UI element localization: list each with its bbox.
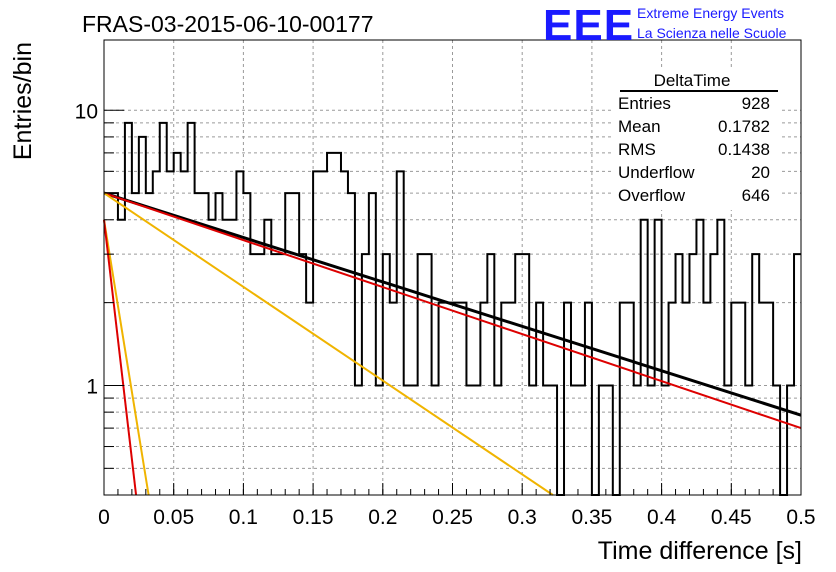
stat-entries-value: 928 bbox=[742, 94, 770, 113]
x-axis-label: Time difference [s] bbox=[598, 537, 802, 565]
fit-curve-4 bbox=[103, 219, 138, 496]
stat-overflow-label: Overflow bbox=[618, 186, 686, 205]
logo-line2: La Scienza nelle Scuole bbox=[637, 25, 787, 41]
logo-letters: EEE bbox=[543, 1, 634, 50]
x-tick-label: 0.05 bbox=[153, 506, 194, 529]
stats-box-title: DeltaTime bbox=[654, 71, 731, 90]
stat-rms-label: RMS bbox=[618, 140, 656, 159]
stat-underflow-value: 20 bbox=[751, 163, 770, 182]
x-tick-label: 0.45 bbox=[711, 506, 752, 529]
logo-line1: Extreme Energy Events bbox=[637, 5, 784, 21]
chart-title: FRAS-03-2015-06-10-00177 bbox=[82, 11, 374, 37]
stat-underflow-label: Underflow bbox=[618, 163, 695, 182]
x-tick-label: 0.4 bbox=[647, 506, 677, 529]
stat-overflow-value: 646 bbox=[742, 186, 770, 205]
histogram bbox=[104, 121, 801, 496]
x-axis-ticks: 0 0.05 0.1 0.15 0.2 0.25 0.3 0.35 0.4 0.45 0.5 bbox=[98, 483, 816, 529]
x-tick-label: 0 bbox=[98, 506, 110, 529]
logo: EEE Extreme Energy Events La Scienza nel… bbox=[543, 1, 787, 50]
stats-box: DeltaTime Entries 928 Mean 0.1782 RMS 0.… bbox=[612, 70, 782, 210]
fit-curve-0 bbox=[103, 191, 802, 417]
y-tick-label: 10 bbox=[75, 100, 98, 123]
y-axis-label: Entries/bin bbox=[9, 42, 37, 160]
fit-curve-2 bbox=[103, 192, 554, 496]
fit-curves bbox=[103, 191, 802, 496]
stat-mean-label: Mean bbox=[618, 117, 661, 136]
x-tick-label: 0.35 bbox=[571, 506, 612, 529]
stat-mean-value: 0.1782 bbox=[718, 117, 770, 136]
x-tick-label: 0.15 bbox=[293, 506, 334, 529]
fit-curve-1 bbox=[103, 192, 802, 430]
x-tick-label: 0.3 bbox=[508, 506, 537, 529]
x-tick-label: 0.5 bbox=[786, 506, 815, 529]
stats-box-background bbox=[612, 70, 782, 210]
y-axis-ticks: 1 10 bbox=[75, 100, 124, 496]
fit-curve-3 bbox=[103, 219, 150, 496]
y-tick-label: 1 bbox=[86, 375, 98, 398]
x-tick-label: 0.25 bbox=[432, 506, 473, 529]
stat-rms-value: 0.1438 bbox=[718, 140, 770, 159]
histogram-line bbox=[104, 121, 801, 496]
x-tick-label: 0.2 bbox=[368, 506, 397, 529]
x-tick-label: 0.1 bbox=[229, 506, 258, 529]
stat-entries-label: Entries bbox=[618, 94, 671, 113]
